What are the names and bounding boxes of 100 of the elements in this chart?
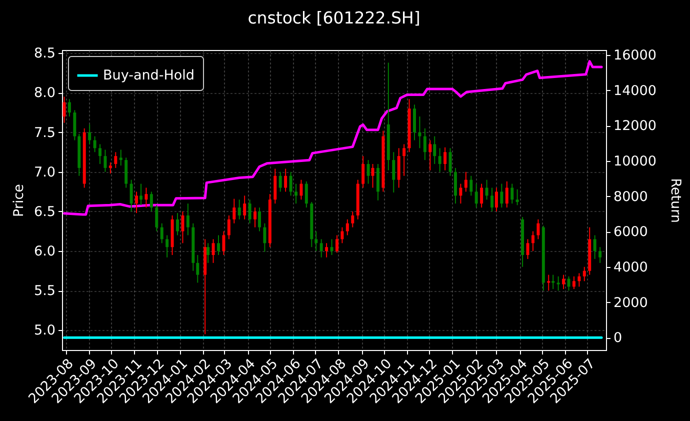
candlestick xyxy=(408,98,411,153)
candlestick xyxy=(314,230,318,252)
candlestick xyxy=(438,148,442,172)
y-tick-label: 7.0 xyxy=(34,164,56,180)
candlestick xyxy=(494,187,498,212)
candlestick xyxy=(547,274,550,292)
candlestick xyxy=(222,230,226,256)
candlestick xyxy=(243,195,246,220)
candlestick xyxy=(459,183,462,204)
candlestick xyxy=(470,175,473,196)
candlestick xyxy=(88,124,92,145)
candlestick xyxy=(572,276,576,290)
candlestick xyxy=(402,144,406,176)
candlestick xyxy=(144,187,148,208)
candlestick xyxy=(376,163,380,201)
candlestick xyxy=(93,136,96,153)
candlestick xyxy=(181,210,184,244)
candlestick xyxy=(212,238,215,264)
candlestick xyxy=(536,218,540,240)
candlestick xyxy=(98,144,102,164)
candlestick xyxy=(582,266,586,282)
candlestick xyxy=(454,167,457,204)
candlestick xyxy=(130,179,133,212)
candlestick xyxy=(284,168,288,192)
candlestick xyxy=(362,156,365,188)
candlestick xyxy=(542,225,545,292)
candlestick xyxy=(196,254,200,284)
candlestick xyxy=(294,183,298,204)
y2-tick-label: 2000 xyxy=(614,294,648,311)
candlestick xyxy=(433,136,436,164)
y-tick-label: 8.5 xyxy=(34,46,56,62)
candlestick xyxy=(366,160,370,184)
candlestick xyxy=(238,199,241,220)
candlestick xyxy=(464,171,468,192)
candlestick xyxy=(382,130,385,192)
candlestick xyxy=(500,183,504,208)
candlestick xyxy=(444,146,447,171)
candlestick xyxy=(552,274,555,290)
candlestick xyxy=(204,238,207,335)
candlestick xyxy=(119,149,122,166)
candlestick xyxy=(300,179,303,200)
candlestick xyxy=(418,116,422,149)
candlestick xyxy=(310,201,314,248)
y-tick-label: 5.5 xyxy=(34,283,56,300)
candlestick xyxy=(340,226,344,244)
candlestick xyxy=(392,152,396,193)
candlestick xyxy=(192,222,195,272)
candlestick xyxy=(104,149,107,172)
candlestick xyxy=(114,152,118,168)
y2-tick-label: 0 xyxy=(614,330,622,346)
y2-tick-label: 4000 xyxy=(614,259,648,276)
candlestick xyxy=(320,238,323,258)
candlestick xyxy=(135,191,138,214)
y2-axis-title: Return xyxy=(667,178,684,223)
candlestick xyxy=(170,214,174,256)
candlestick xyxy=(166,234,169,258)
candlestick xyxy=(254,207,257,228)
candlestick xyxy=(505,180,508,208)
candlestick xyxy=(351,210,354,228)
candlestick xyxy=(578,272,581,288)
y-tick-label: 5.0 xyxy=(34,322,56,339)
candlestick xyxy=(248,199,252,224)
candlestick xyxy=(521,216,524,268)
candlestick xyxy=(346,218,349,236)
candlestick xyxy=(371,163,374,188)
candlestick xyxy=(289,171,292,196)
y2-tick-label: 10000 xyxy=(614,153,656,170)
candlestick xyxy=(335,234,338,254)
y-axis-title: Price xyxy=(11,184,28,217)
candlestick xyxy=(160,222,164,244)
y2-tick-label: 12000 xyxy=(614,118,656,134)
candlestick xyxy=(258,207,261,232)
candlestick xyxy=(216,234,220,256)
y-tick-label: 6.5 xyxy=(34,204,56,220)
candlestick xyxy=(82,128,86,188)
candlestick xyxy=(304,180,308,208)
candlestick xyxy=(598,246,602,264)
candlestick xyxy=(448,148,452,176)
candlestick xyxy=(278,171,282,192)
candlestick xyxy=(73,110,76,141)
candlestick xyxy=(386,62,390,171)
y-tick-label: 8.0 xyxy=(34,85,56,102)
candlestick xyxy=(139,183,142,206)
candlestick xyxy=(124,157,128,188)
candlestick xyxy=(150,191,153,212)
candlestick xyxy=(485,179,488,200)
candlestick xyxy=(78,133,81,176)
candlestick xyxy=(155,204,158,232)
candlestick xyxy=(531,230,534,252)
candlestick xyxy=(325,242,328,258)
candlestick xyxy=(108,162,112,174)
candlestick xyxy=(68,98,71,117)
y2-tick-label: 16000 xyxy=(614,47,656,64)
candlestick xyxy=(330,238,334,256)
candlestick xyxy=(176,212,180,236)
candlestick xyxy=(593,234,596,260)
candlestick xyxy=(480,183,484,208)
line-series xyxy=(62,60,603,216)
candlestick xyxy=(274,168,277,204)
y-tick-label: 6.0 xyxy=(34,244,56,260)
